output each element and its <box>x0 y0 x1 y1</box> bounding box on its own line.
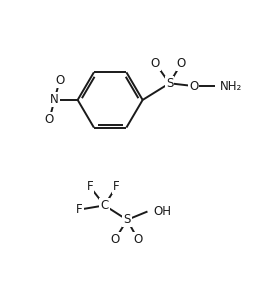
Text: S: S <box>123 213 131 226</box>
Text: O: O <box>177 57 186 70</box>
Text: F: F <box>76 203 83 216</box>
Text: O: O <box>111 233 120 246</box>
Text: F: F <box>87 180 93 193</box>
Text: N: N <box>50 94 59 106</box>
Text: S: S <box>166 77 173 90</box>
Text: O: O <box>189 80 198 93</box>
Text: F: F <box>113 180 120 193</box>
Text: O: O <box>151 57 160 70</box>
Text: OH: OH <box>154 205 172 218</box>
Text: O: O <box>55 74 64 87</box>
Text: NH₂: NH₂ <box>220 80 242 93</box>
Text: O: O <box>45 113 54 126</box>
Text: O: O <box>133 233 142 246</box>
Text: C: C <box>100 199 109 212</box>
